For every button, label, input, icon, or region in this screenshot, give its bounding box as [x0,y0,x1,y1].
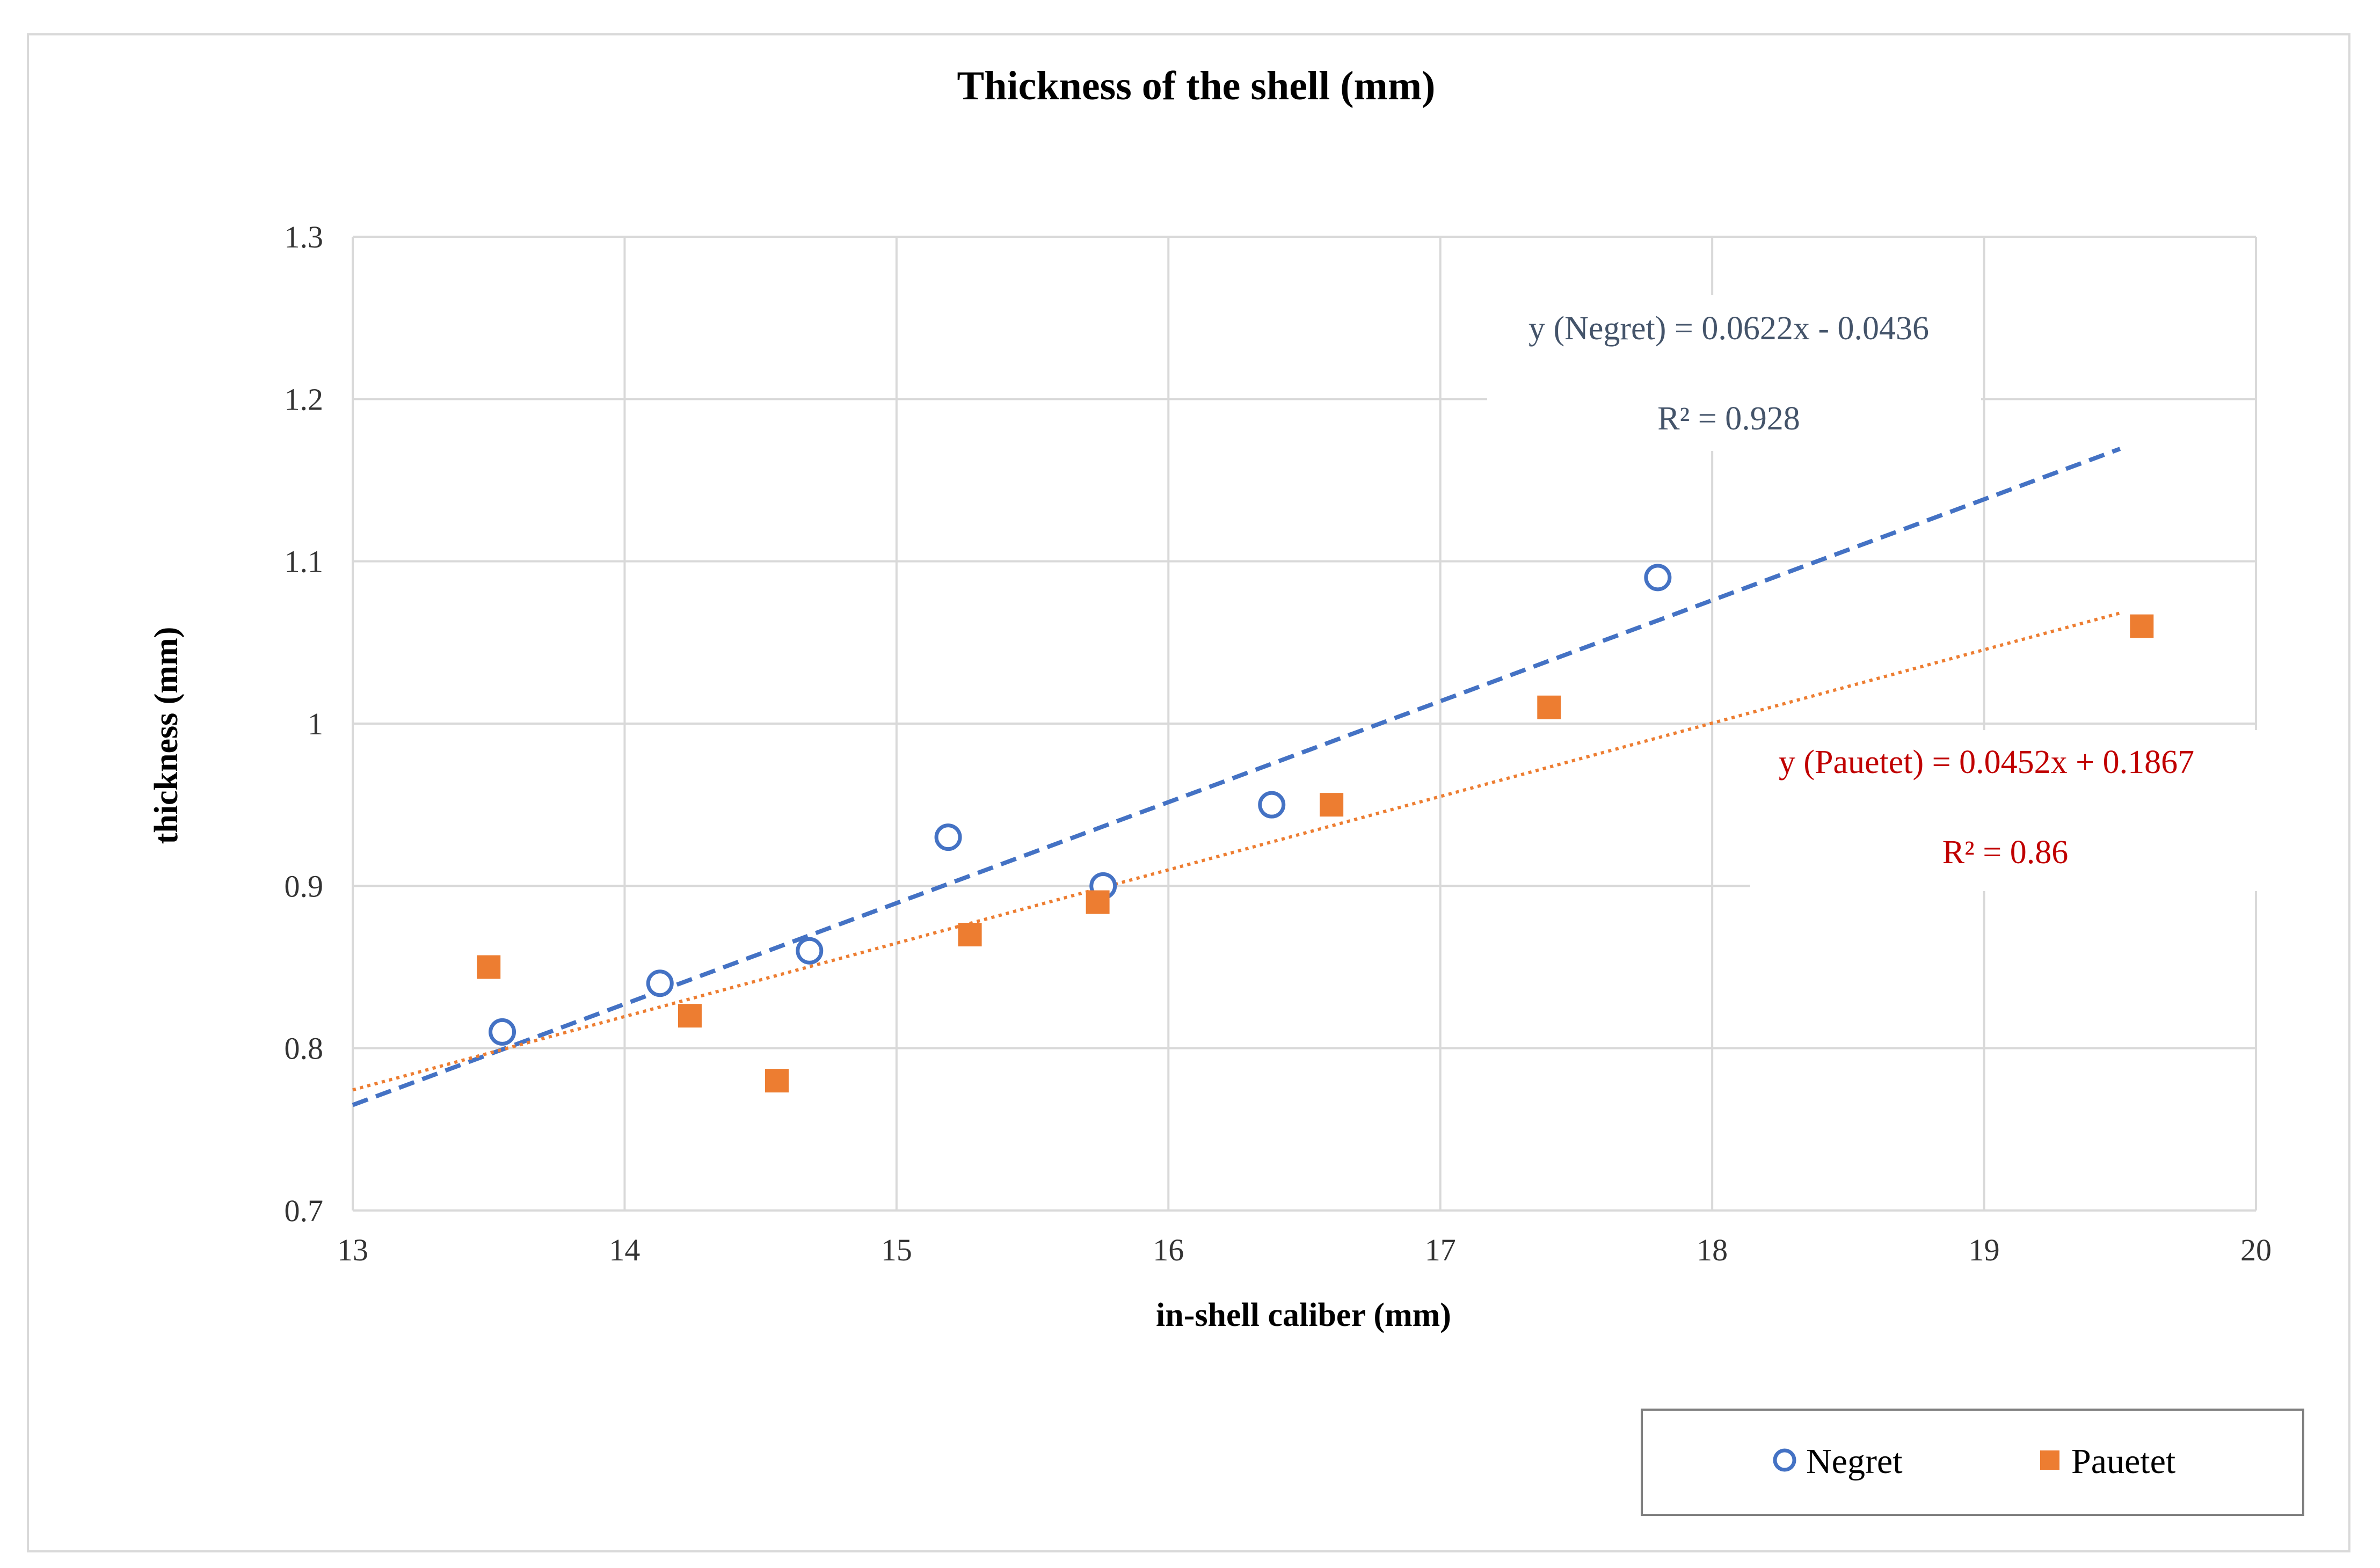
x-tick-label: 17 [1425,1232,1456,1267]
legend-negret-label: Negret [1806,1442,1903,1481]
x-tick-label: 15 [881,1232,912,1267]
legend-negret-marker [1773,1448,1796,1472]
negret-point [1644,564,1672,592]
grid [352,236,2257,1212]
pauetet-r2: R² = 0.86 [1942,834,2068,871]
x-tick-label: 14 [609,1232,640,1267]
negret-point [796,937,824,965]
pauetet-point [958,923,982,947]
y-tick-label: 1.1 [285,544,324,579]
legend-pauetet-label: Pauetet [2071,1442,2175,1481]
y-tick-label: 1.3 [285,220,324,254]
pauetet-point [1320,793,1344,817]
x-tick-label: 13 [337,1232,368,1267]
negret-point [1258,791,1286,819]
negret-r2: R² = 0.928 [1657,400,1800,437]
pauetet-point [1537,695,1561,719]
x-tick-label: 18 [1697,1232,1728,1267]
y-tick-label: 1 [308,706,323,741]
pauetet-point [477,955,501,979]
legend: Negret Pauetet [1641,1409,2304,1516]
negret-point [646,969,674,997]
pauetet-point [1086,890,1110,914]
markers [477,564,2154,1093]
x-tick-label: 16 [1153,1232,1184,1267]
negret-equation-background [1487,295,1981,451]
negret-trendline [352,447,2121,1107]
y-tick-label: 0.8 [285,1031,324,1066]
legend-box [1641,1409,2304,1516]
x-tick-label: 19 [1969,1232,2000,1267]
negret-equation: y (Negret) = 0.0622x - 0.0436 [1529,310,1929,347]
negret-point [934,823,962,851]
negret-point [489,1018,516,1046]
y-tick-label: 0.9 [285,869,324,903]
pauetet-point [2130,614,2154,638]
chart-title: Thickness of the shell (mm) [957,63,1436,108]
legend-pauetet-marker [2040,1450,2059,1470]
x-axis-label: in-shell caliber (mm) [1156,1297,1451,1333]
tick-labels: 13 14 15 16 17 18 19 20 0.7 0.8 0.9 1 1.1 1.2 1.3 [285,220,2272,1267]
pauetet-point [765,1069,789,1093]
y-tick-label: 1.2 [285,382,324,417]
pauetet-point [678,1004,702,1028]
trendlines [352,447,2121,1107]
pauetet-equation-background [1750,730,2266,891]
y-tick-label: 0.7 [285,1193,324,1228]
pauetet-equation: y (Pauetet) = 0.0452x + 0.1867 [1779,744,2194,781]
x-tick-label: 20 [2240,1232,2272,1267]
y-axis-label: thickness (mm) [148,627,185,844]
